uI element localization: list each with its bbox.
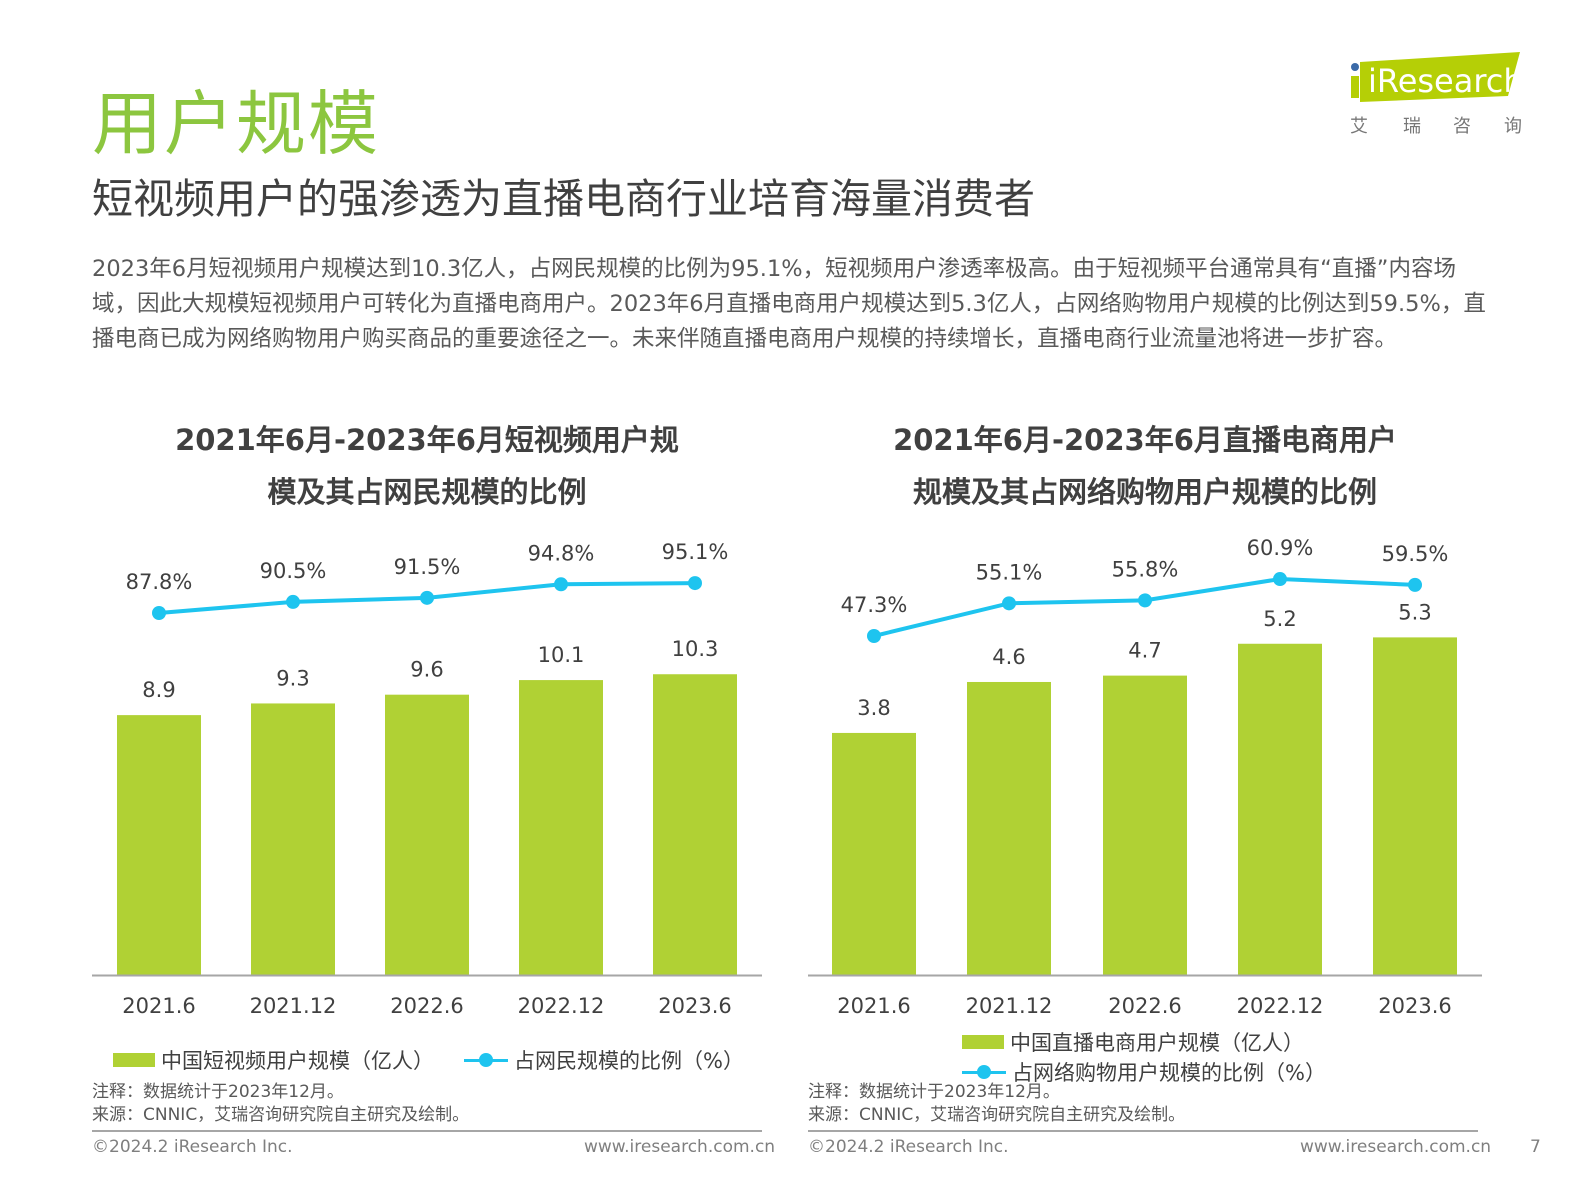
svg-text:瑞: 瑞 xyxy=(1403,116,1421,137)
bar-value-label: 3.8 xyxy=(857,696,890,720)
page-subtitle: 短视频用户的强渗透为直播电商行业培育海量消费者 xyxy=(92,175,1035,223)
svg-text:询: 询 xyxy=(1504,116,1522,137)
ratio-value-label: 94.8% xyxy=(528,541,595,565)
chart-title-line: 2021年6月-2023年6月直播电商用户 xyxy=(893,423,1397,457)
ratio-point xyxy=(1273,572,1287,587)
bar xyxy=(117,715,201,975)
x-tick-label: 2021.12 xyxy=(966,994,1053,1018)
x-tick-label: 2021.6 xyxy=(837,994,910,1018)
bar xyxy=(1238,643,1322,975)
ratio-point xyxy=(1138,593,1152,608)
website-link[interactable]: www.iresearch.com.cn xyxy=(1300,1137,1492,1157)
bar-value-label: 9.6 xyxy=(410,658,443,682)
ratio-value-label: 95.1% xyxy=(662,540,729,564)
iresearch-logo: iResearch 艾 瑞 咨 询 xyxy=(1348,50,1524,140)
legend-line-label: 占网络购物用户规模的比例（%） xyxy=(1012,1061,1326,1085)
bar xyxy=(653,674,737,975)
ratio-point xyxy=(867,629,881,643)
bar-value-label: 10.3 xyxy=(672,637,719,661)
svg-text:咨: 咨 xyxy=(1453,116,1471,137)
source-text: 来源：CNNIC，艾瑞咨询研究院自主研究及绘制。 xyxy=(808,1105,1186,1125)
ratio-value-label: 90.5% xyxy=(260,559,327,583)
footer-divider xyxy=(92,1130,762,1132)
bar-value-label: 5.2 xyxy=(1263,607,1296,631)
bar xyxy=(251,703,335,975)
note-text: 注释：数据统计于2023年12月。 xyxy=(92,1082,344,1102)
bar-value-label: 4.6 xyxy=(992,645,1025,669)
body-paragraph: 2023年6月短视频用户规模达到10.3亿人，占网民规模的比例为95.1%，短视… xyxy=(92,256,1486,352)
ratio-value-label: 55.8% xyxy=(1112,557,1179,581)
ratio-value-label: 59.5% xyxy=(1382,542,1449,566)
x-tick-label: 2022.6 xyxy=(1108,994,1181,1018)
notes-left: 注释：数据统计于2023年12月。 来源：CNNIC，艾瑞咨询研究院自主研究及绘… xyxy=(92,1081,469,1127)
notes-right: 注释：数据统计于2023年12月。 来源：CNNIC，艾瑞咨询研究院自主研究及绘… xyxy=(808,1081,1185,1127)
ratio-point xyxy=(554,577,568,592)
legend-bar-label: 中国短视频用户规模（亿人） xyxy=(161,1049,434,1073)
bar-value-label: 5.3 xyxy=(1398,600,1431,624)
chart-title-line: 2021年6月-2023年6月短视频用户规 xyxy=(175,423,679,457)
bar xyxy=(1103,675,1187,975)
chart-title-right: 2021年6月-2023年6月直播电商用户 规模及其占网络购物用户规模的比例 xyxy=(808,414,1482,518)
ratio-value-label: 87.8% xyxy=(126,570,193,594)
x-tick-label: 2022.6 xyxy=(390,994,463,1018)
x-tick-label: 2023.6 xyxy=(658,994,731,1018)
bar-value-label: 4.7 xyxy=(1128,639,1161,663)
ratio-value-label: 47.3% xyxy=(841,593,908,617)
ratio-point xyxy=(688,576,702,591)
svg-text:iResearch: iResearch xyxy=(1368,62,1524,100)
x-tick-label: 2021.12 xyxy=(250,994,337,1018)
footer-divider xyxy=(808,1130,1478,1132)
bar-value-label: 9.3 xyxy=(276,666,309,690)
chart-title-line: 模及其占网民规模的比例 xyxy=(267,475,587,509)
bar xyxy=(1373,637,1457,975)
ratio-point xyxy=(420,590,434,605)
bar-value-label: 10.1 xyxy=(538,643,585,667)
x-tick-label: 2023.6 xyxy=(1378,994,1451,1018)
legend-bar-label: 中国直播电商用户规模（亿人） xyxy=(1010,1031,1304,1055)
bar xyxy=(832,732,916,975)
page-title: 用户规模 xyxy=(92,83,380,165)
ratio-point xyxy=(1408,577,1422,592)
bar xyxy=(967,681,1051,975)
ratio-line xyxy=(873,577,1416,638)
source-text: 来源：CNNIC，艾瑞咨询研究院自主研究及绘制。 xyxy=(92,1105,470,1125)
ratio-point xyxy=(152,606,166,620)
legend-line-swatch xyxy=(464,1053,508,1067)
ratio-value-label: 55.1% xyxy=(976,560,1043,584)
note-text: 注释：数据统计于2023年12月。 xyxy=(808,1082,1060,1102)
ratio-value-label: 91.5% xyxy=(394,555,461,579)
copyright: ©2024.2 iResearch Inc. xyxy=(808,1137,1009,1157)
legend-bar-swatch xyxy=(962,1035,1004,1049)
website-link[interactable]: www.iresearch.com.cn xyxy=(584,1137,776,1157)
bar xyxy=(385,694,469,975)
legend-right-bar: 中国直播电商用户规模（亿人） xyxy=(962,1027,1304,1057)
chart-title-line: 规模及其占网络购物用户规模的比例 xyxy=(912,475,1377,509)
legend-right-line: 占网络购物用户规模的比例（%） xyxy=(962,1057,1326,1087)
chart-title-left: 2021年6月-2023年6月短视频用户规 模及其占网民规模的比例 xyxy=(92,414,762,518)
legend-bar-swatch xyxy=(113,1053,155,1067)
ratio-value-label: 60.9% xyxy=(1247,536,1314,560)
bar xyxy=(519,680,603,975)
x-tick-label: 2022.12 xyxy=(1237,994,1324,1018)
bar-value-label: 8.9 xyxy=(142,678,175,702)
page-number: 7 xyxy=(1530,1137,1541,1157)
legend-line-label: 占网民规模的比例（%） xyxy=(514,1049,744,1073)
ratio-point xyxy=(1002,596,1016,611)
copyright: ©2024.2 iResearch Inc. xyxy=(92,1137,293,1157)
legend-left: 中国短视频用户规模（亿人） 占网民规模的比例（%） xyxy=(113,1045,744,1075)
svg-text:艾: 艾 xyxy=(1350,116,1368,137)
x-tick-label: 2022.12 xyxy=(518,994,605,1018)
legend-line-swatch xyxy=(962,1065,1006,1079)
x-tick-label: 2021.6 xyxy=(122,994,195,1018)
ratio-point xyxy=(286,594,300,609)
